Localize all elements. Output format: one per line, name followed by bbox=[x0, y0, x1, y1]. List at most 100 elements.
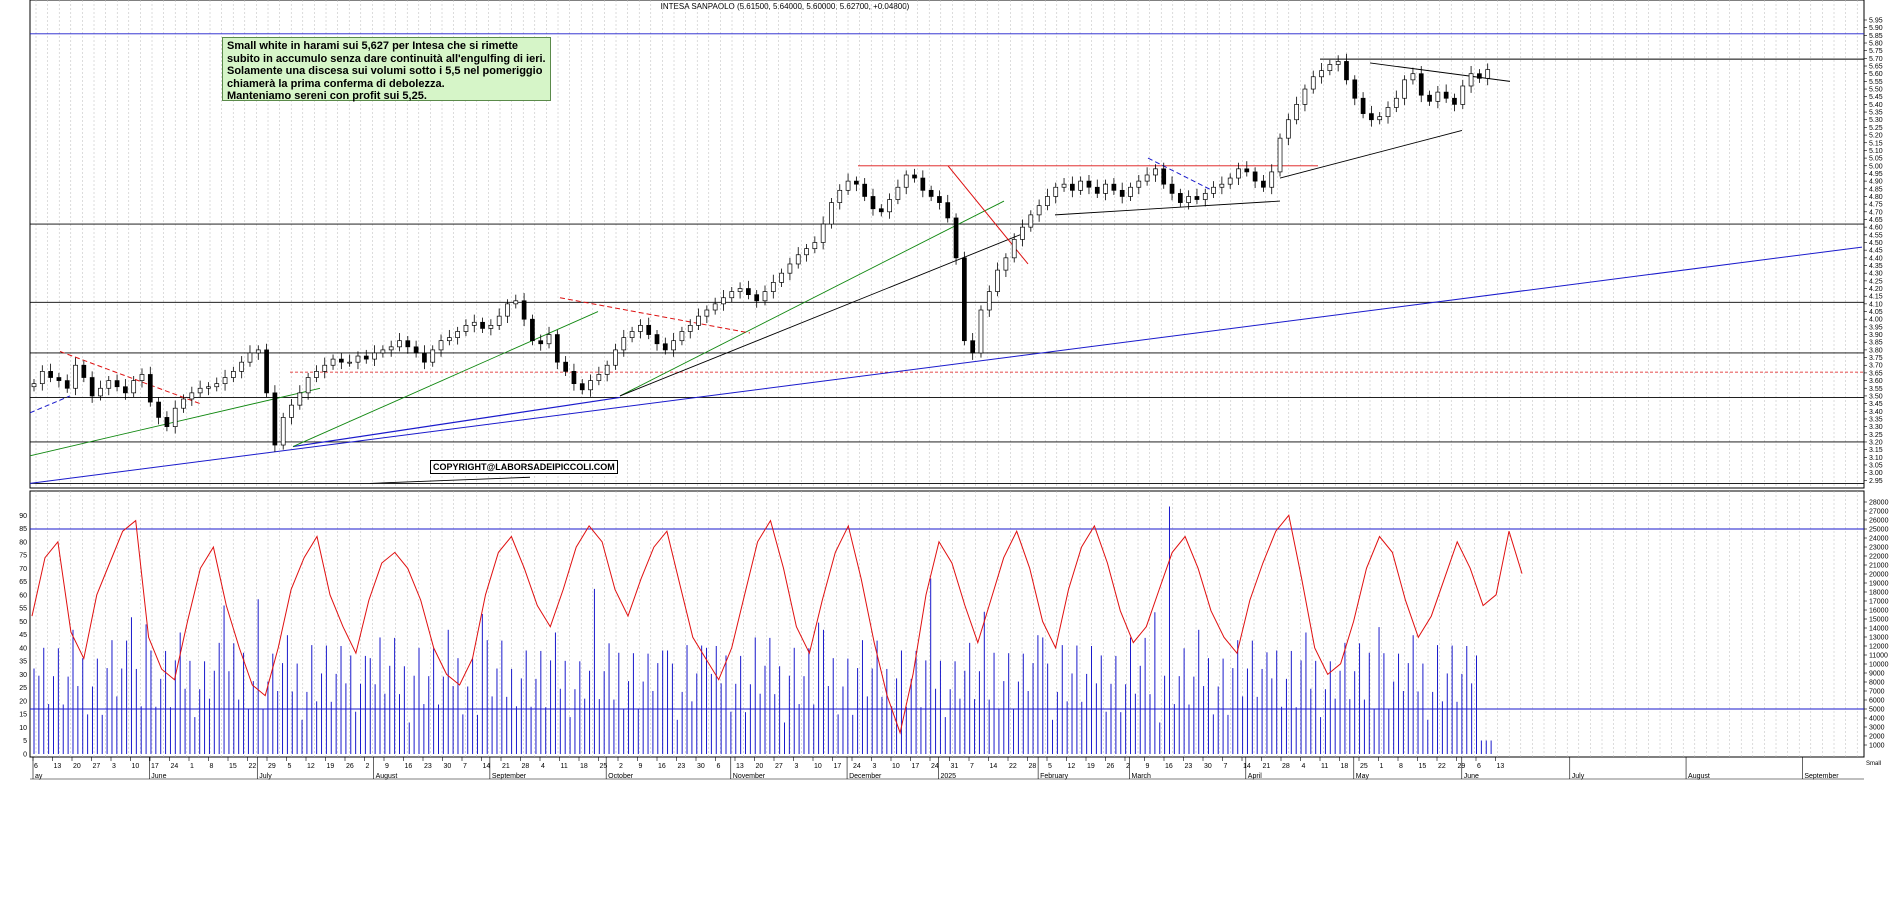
candle bbox=[837, 184, 843, 210]
date-tick-label: 5 bbox=[288, 763, 292, 770]
candle-body bbox=[1202, 193, 1208, 200]
candle-body bbox=[1252, 171, 1258, 182]
date-tick-label: 23 bbox=[1185, 763, 1193, 770]
candle bbox=[239, 356, 245, 379]
candle bbox=[870, 188, 876, 216]
black-trendline bbox=[619, 234, 1021, 397]
date-tick-label: 9 bbox=[639, 763, 643, 770]
candle bbox=[397, 333, 402, 352]
date-tick-label: 20 bbox=[756, 763, 764, 770]
candle-body bbox=[1036, 205, 1042, 216]
candle-body bbox=[953, 217, 959, 259]
candle bbox=[687, 319, 693, 339]
candle-body bbox=[139, 374, 145, 381]
candle-body bbox=[1219, 183, 1225, 188]
candle-body bbox=[339, 358, 344, 363]
candle-body bbox=[363, 355, 369, 360]
candle-body bbox=[214, 383, 220, 388]
candle bbox=[1153, 164, 1158, 182]
candle bbox=[962, 251, 967, 346]
date-tick-label: 10 bbox=[814, 763, 822, 770]
volume-tick-label: 2000 bbox=[1869, 734, 1885, 741]
date-tick-label: 17 bbox=[151, 763, 159, 770]
candle-body bbox=[970, 340, 976, 354]
month-label: April bbox=[1248, 773, 1262, 780]
month-label: July bbox=[259, 773, 272, 780]
candle bbox=[1410, 67, 1416, 85]
candle bbox=[1020, 219, 1025, 247]
volume-tick-label: 19000 bbox=[1869, 581, 1889, 588]
candle bbox=[1227, 173, 1233, 189]
candle bbox=[1128, 182, 1133, 202]
price-tick-label: 3.30 bbox=[1869, 424, 1883, 431]
candle bbox=[1161, 162, 1167, 189]
price-tick-label: 5.75 bbox=[1869, 48, 1883, 55]
candle-body bbox=[687, 325, 693, 332]
date-tick-label: 1 bbox=[190, 763, 194, 770]
candle-body bbox=[538, 340, 544, 345]
price-tick-label: 4.50 bbox=[1869, 240, 1883, 247]
candle-body bbox=[829, 202, 834, 225]
candle-body bbox=[231, 371, 236, 378]
oscillator-tick-label: 35 bbox=[19, 659, 27, 666]
candle-body bbox=[1352, 79, 1358, 99]
candle-body bbox=[1103, 183, 1108, 194]
candle-body bbox=[505, 303, 510, 317]
oscillator-tick-label: 65 bbox=[19, 579, 27, 586]
date-tick-label: 2 bbox=[1126, 763, 1130, 770]
candle-body bbox=[754, 294, 760, 302]
price-tick-label: 4.60 bbox=[1869, 225, 1883, 232]
volume-tick-label: 27000 bbox=[1869, 509, 1889, 516]
candle bbox=[854, 176, 859, 192]
date-tick-label: 24 bbox=[931, 763, 939, 770]
price-tick-label: 3.70 bbox=[1869, 363, 1883, 370]
date-tick-label: 29 bbox=[268, 763, 276, 770]
candle bbox=[613, 343, 618, 370]
candle-body bbox=[804, 248, 809, 256]
volume-tick-label: 24000 bbox=[1869, 536, 1889, 543]
candle bbox=[795, 247, 801, 269]
date-tick-label: 14 bbox=[483, 763, 491, 770]
candle bbox=[446, 329, 452, 346]
candle-body bbox=[1003, 257, 1009, 271]
candle-body bbox=[978, 309, 984, 354]
candle bbox=[1369, 105, 1374, 127]
price-tick-label: 5.85 bbox=[1869, 33, 1883, 40]
candle bbox=[928, 185, 934, 202]
date-tick-label: 17 bbox=[834, 763, 842, 770]
candle bbox=[455, 326, 460, 345]
candle bbox=[388, 340, 394, 357]
date-tick-label: 22 bbox=[1009, 763, 1017, 770]
candle bbox=[1443, 84, 1449, 103]
candle-body bbox=[662, 343, 668, 351]
candle bbox=[189, 386, 195, 406]
date-tick-label: 23 bbox=[678, 763, 686, 770]
price-tick-label: 3.20 bbox=[1869, 439, 1883, 446]
month-label: August bbox=[1688, 773, 1710, 780]
candle bbox=[1094, 179, 1100, 198]
date-tick-label: 23 bbox=[424, 763, 432, 770]
volume-tick-label: 4000 bbox=[1869, 716, 1885, 723]
candle-body bbox=[1011, 239, 1017, 259]
candle-body bbox=[1468, 73, 1474, 87]
oscillator-tick-label: 90 bbox=[19, 513, 27, 520]
candle-body bbox=[438, 340, 444, 351]
month-label: September bbox=[492, 773, 527, 780]
candle-body bbox=[1028, 214, 1034, 228]
candle-body bbox=[1477, 73, 1482, 79]
candle bbox=[671, 333, 676, 357]
chart-title: INTESA SANPAOLO (5.61500, 5.64000, 5.600… bbox=[660, 2, 910, 11]
candle bbox=[488, 319, 494, 336]
candle bbox=[746, 280, 751, 300]
date-tick-label: 9 bbox=[385, 763, 389, 770]
candle bbox=[339, 352, 344, 370]
candle bbox=[181, 394, 186, 413]
candle-body bbox=[81, 364, 87, 378]
candle bbox=[521, 293, 527, 327]
candle bbox=[206, 382, 211, 396]
candle bbox=[363, 349, 369, 364]
copyright-label: COPYRIGHT@LABORSADEIPICCOLI.COM bbox=[430, 460, 618, 474]
candle bbox=[629, 326, 635, 343]
candle bbox=[1319, 62, 1324, 84]
